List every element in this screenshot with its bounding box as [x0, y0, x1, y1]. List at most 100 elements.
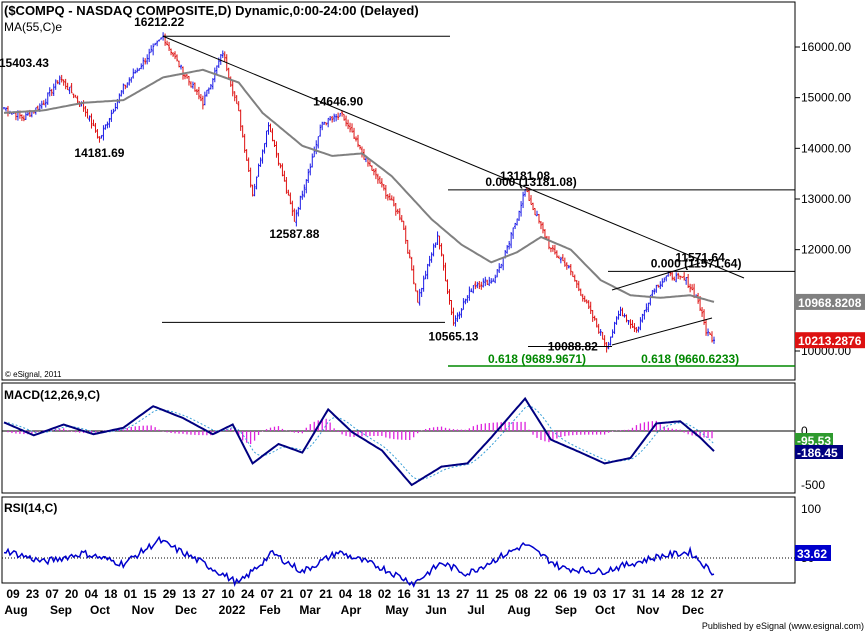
price-annotation: 0.000 (11571.64): [651, 256, 742, 270]
price-tick-label: 15000.00: [801, 91, 851, 105]
chart-title: ($COMPQ - NASDAQ COMPOSITE,D) Dynamic,0:…: [4, 3, 419, 18]
price-tick-label: 12000.00: [801, 243, 851, 257]
x-day-tick-label: 29: [163, 587, 177, 601]
x-month-tick-label: Feb: [259, 603, 280, 617]
x-month-tick-label: Oct: [595, 603, 615, 617]
rsi-label: RSI(14,C): [4, 501, 57, 515]
macd-signal-line: [3, 405, 715, 480]
price-annotation: 13181.08: [500, 169, 550, 183]
x-month-tick-label: Mar: [299, 603, 321, 617]
x-day-tick-label: 20: [65, 587, 79, 601]
x-month-tick-label: Aug: [507, 603, 530, 617]
x-day-tick-label: 07: [261, 587, 275, 601]
moving-average-line: [3, 68, 715, 303]
price-annotation: 14646.90: [313, 95, 363, 109]
x-month-tick-label: Sep: [50, 603, 72, 617]
price-annotation: 0.618 (9660.6233): [641, 352, 739, 366]
price-annotation: 0.000 (13181.08): [485, 175, 576, 189]
x-month-tick-label: Apr: [341, 603, 362, 617]
rsi-value-flag: 33.62: [797, 547, 827, 561]
ma-price-flag-bg: [795, 293, 865, 310]
x-day-tick-label: 27: [456, 587, 470, 601]
x-day-tick-label: 27: [202, 587, 216, 601]
trendlines: 15403.43 16212.22 14181.69 14646.90 12587.88…: [0, 15, 865, 367]
panel-frames: [1, 1, 796, 584]
x-day-tick-label: 31: [632, 587, 646, 601]
x-month-tick-label: Nov: [132, 603, 155, 617]
price-annotation: 0.618 (9689.9671): [488, 352, 586, 366]
price-annotation: 10088.82: [548, 339, 598, 353]
x-day-tick-label: 23: [26, 587, 40, 601]
x-day-tick-label: 01: [124, 587, 138, 601]
x-day-tick-label: 14: [652, 587, 666, 601]
x-day-tick-label: 17: [613, 587, 627, 601]
price-annotation: 16212.22: [134, 15, 184, 29]
price-annotation: 11571.64: [675, 250, 725, 264]
x-day-tick-label: 27: [710, 587, 724, 601]
last-price-flag-bg: [795, 332, 865, 349]
downtrend-line: [162, 35, 745, 279]
macd-signal-flag-bg: [795, 433, 833, 447]
x-day-tick-label: 04: [339, 587, 353, 601]
x-month-tick-label: Jun: [425, 603, 446, 617]
price-annotation: 14181.69: [74, 146, 124, 160]
x-day-tick-label: 04: [85, 587, 99, 601]
macd-line: [3, 396, 715, 487]
rsi-panel: 1005033.62: [2, 502, 831, 588]
rsi-line: [3, 535, 715, 588]
x-day-tick-label: 10: [221, 587, 235, 601]
macd-panel-frame: [1, 382, 796, 494]
price-panel: 16000.00 15000.00 14000.00 13000.00 12000.00…: [3, 32, 851, 358]
publisher-credit: Published by eSignal (www.esignal.com): [702, 621, 864, 631]
x-day-tick-label: 31: [417, 587, 431, 601]
x-day-tick-label: 25: [495, 587, 509, 601]
rsi-value-flag-bg: [795, 545, 831, 561]
x-month-tick-label: Jul: [467, 603, 484, 617]
x-month-tick-label: Oct: [90, 603, 110, 617]
x-day-tick-label: 11: [476, 587, 489, 601]
macd-label: MACD(12,26,9,C): [4, 388, 100, 402]
x-day-tick-label: 07: [45, 587, 59, 601]
x-day-tick-label: 09: [6, 587, 20, 601]
x-day-tick-label: 24: [241, 587, 255, 601]
x-day-tick-label: 21: [280, 587, 294, 601]
x-day-tick-label: 18: [358, 587, 372, 601]
x-day-tick-label: 16: [397, 587, 411, 601]
ma-legend: MA(55,C)e: [4, 20, 62, 34]
x-month-tick-label: Aug: [4, 603, 27, 617]
x-day-tick-label: 15: [143, 587, 157, 601]
price-panel-frame: [1, 1, 796, 381]
x-day-tick-label: 02: [378, 587, 392, 601]
price-tick-label: 14000.00: [801, 141, 851, 155]
x-month-tick-label: Dec: [175, 603, 197, 617]
price-annotation: 12587.88: [269, 227, 319, 241]
last-price-flag: 10213.2876: [798, 334, 862, 348]
price-tick-label: 16000.00: [801, 40, 851, 54]
x-day-tick-label: 08: [515, 587, 529, 601]
macd-signal-flag: -95.53: [797, 434, 831, 448]
x-month-tick-label: Nov: [637, 603, 660, 617]
macd-value-flag-bg: [795, 445, 843, 459]
x-day-tick-label: 13: [437, 587, 451, 601]
x-day-tick-label: 12: [691, 587, 705, 601]
x-month-tick-label: 2022: [219, 603, 246, 617]
x-day-tick-label: 22: [534, 587, 548, 601]
x-month-tick-label: Dec: [682, 603, 704, 617]
macd-panel: 0 -500 -95.53-186.45: [2, 396, 843, 492]
x-day-tick-label: 28: [671, 587, 685, 601]
x-month-tick-label: Sep: [555, 603, 577, 617]
macd-tick-label: 0: [801, 424, 808, 438]
x-day-tick-label: 18: [104, 587, 118, 601]
channel-upper-line: [611, 262, 701, 291]
price-tick-label: 13000.00: [801, 192, 851, 206]
price-annotation: 15403.43: [0, 56, 49, 70]
macd-tick-label: -500: [801, 478, 825, 492]
ma-price-flag: 10968.8208: [798, 296, 862, 310]
x-day-tick-label: 13: [182, 587, 196, 601]
x-day-tick-label: 03: [593, 587, 607, 601]
x-month-tick-label: May: [385, 603, 409, 617]
x-day-tick-label: 21: [319, 587, 333, 601]
price-annotation: 10565.13: [428, 329, 478, 343]
channel-lower-line: [611, 317, 713, 346]
